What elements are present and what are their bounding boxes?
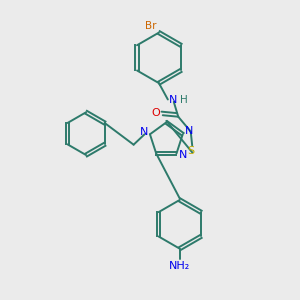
Text: N: N [140, 127, 148, 137]
Text: H: H [180, 95, 188, 105]
Text: N: N [169, 95, 177, 105]
Text: O: O [152, 108, 161, 118]
Text: S: S [187, 146, 194, 156]
Text: Br: Br [145, 21, 156, 31]
Text: N: N [179, 150, 187, 160]
Text: N: N [184, 126, 193, 136]
Text: NH₂: NH₂ [169, 261, 190, 271]
